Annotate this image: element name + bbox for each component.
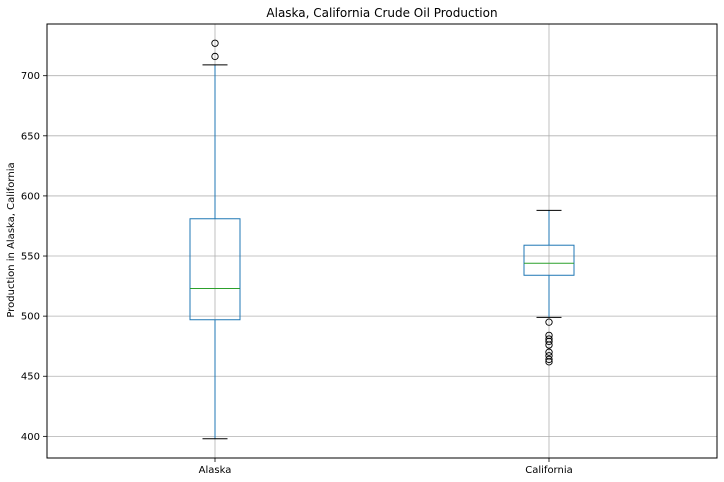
outlier-point — [545, 337, 553, 346]
chart-title: Alaska, California Crude Oil Production — [266, 6, 497, 20]
boxes — [189, 39, 575, 440]
plot-frame — [46, 23, 718, 459]
x-axis-ticks: Alaska California — [199, 458, 573, 476]
iqr-box — [189, 218, 241, 321]
outlier-point — [545, 358, 553, 366]
outlier-point — [545, 355, 553, 364]
y-axis-label: Production in Alaska, California — [6, 162, 17, 317]
y-tick-label: 450 — [21, 372, 40, 383]
x-tick-label: California — [525, 465, 573, 476]
outlier-point — [545, 348, 553, 356]
outlier-point — [545, 341, 553, 349]
y-tick-label: 500 — [21, 312, 40, 323]
y-axis-ticks: 400 450 500 550 600 650 700 — [21, 71, 47, 443]
grid-lines — [47, 24, 717, 458]
outlier-point — [211, 52, 219, 61]
outlier-point — [211, 39, 219, 47]
y-tick-label: 650 — [21, 131, 40, 142]
box-group — [189, 39, 241, 440]
y-tick-label: 400 — [21, 432, 40, 443]
y-tick-label: 550 — [21, 252, 40, 263]
iqr-box — [523, 244, 575, 276]
y-tick-label: 700 — [21, 71, 40, 82]
outlier-point — [545, 318, 553, 326]
x-tick-label: Alaska — [199, 465, 232, 476]
y-tick-label: 600 — [21, 191, 40, 202]
box-group — [523, 209, 575, 366]
